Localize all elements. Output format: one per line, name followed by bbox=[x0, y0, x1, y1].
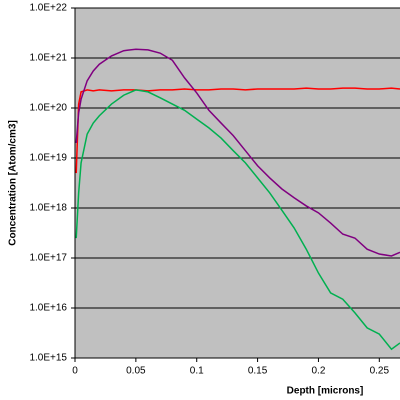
plot-area bbox=[75, 8, 400, 358]
series-line bbox=[75, 48, 400, 257]
series-line bbox=[75, 87, 400, 174]
y-axis-title: Concentration [Atom/cm3] bbox=[8, 120, 19, 246]
y-tick-label: 1.0E+20 bbox=[29, 103, 67, 114]
y-tick-label: 1.0E+17 bbox=[29, 253, 67, 264]
x-axis-title: Depth [microns] bbox=[287, 386, 364, 397]
x-tick-label: 0.2 bbox=[311, 366, 325, 377]
y-tick-label: 1.0E+19 bbox=[29, 153, 67, 164]
x-tick-label: 0 bbox=[72, 366, 78, 377]
x-tick-label: 0.15 bbox=[248, 366, 268, 377]
series-line bbox=[75, 89, 400, 351]
x-tick-label: 0.05 bbox=[126, 366, 146, 377]
x-tick-label: 0.25 bbox=[370, 366, 390, 377]
y-tick-label: 1.0E+15 bbox=[29, 353, 67, 364]
y-tick-label: 1.0E+22 bbox=[29, 3, 67, 14]
x-tick-label: 0.1 bbox=[190, 366, 204, 377]
y-tick-label: 1.0E+21 bbox=[29, 53, 67, 64]
plot-lines bbox=[75, 48, 400, 351]
y-tick-label: 1.0E+18 bbox=[29, 203, 67, 214]
y-tick-label: 1.0E+16 bbox=[29, 303, 67, 314]
